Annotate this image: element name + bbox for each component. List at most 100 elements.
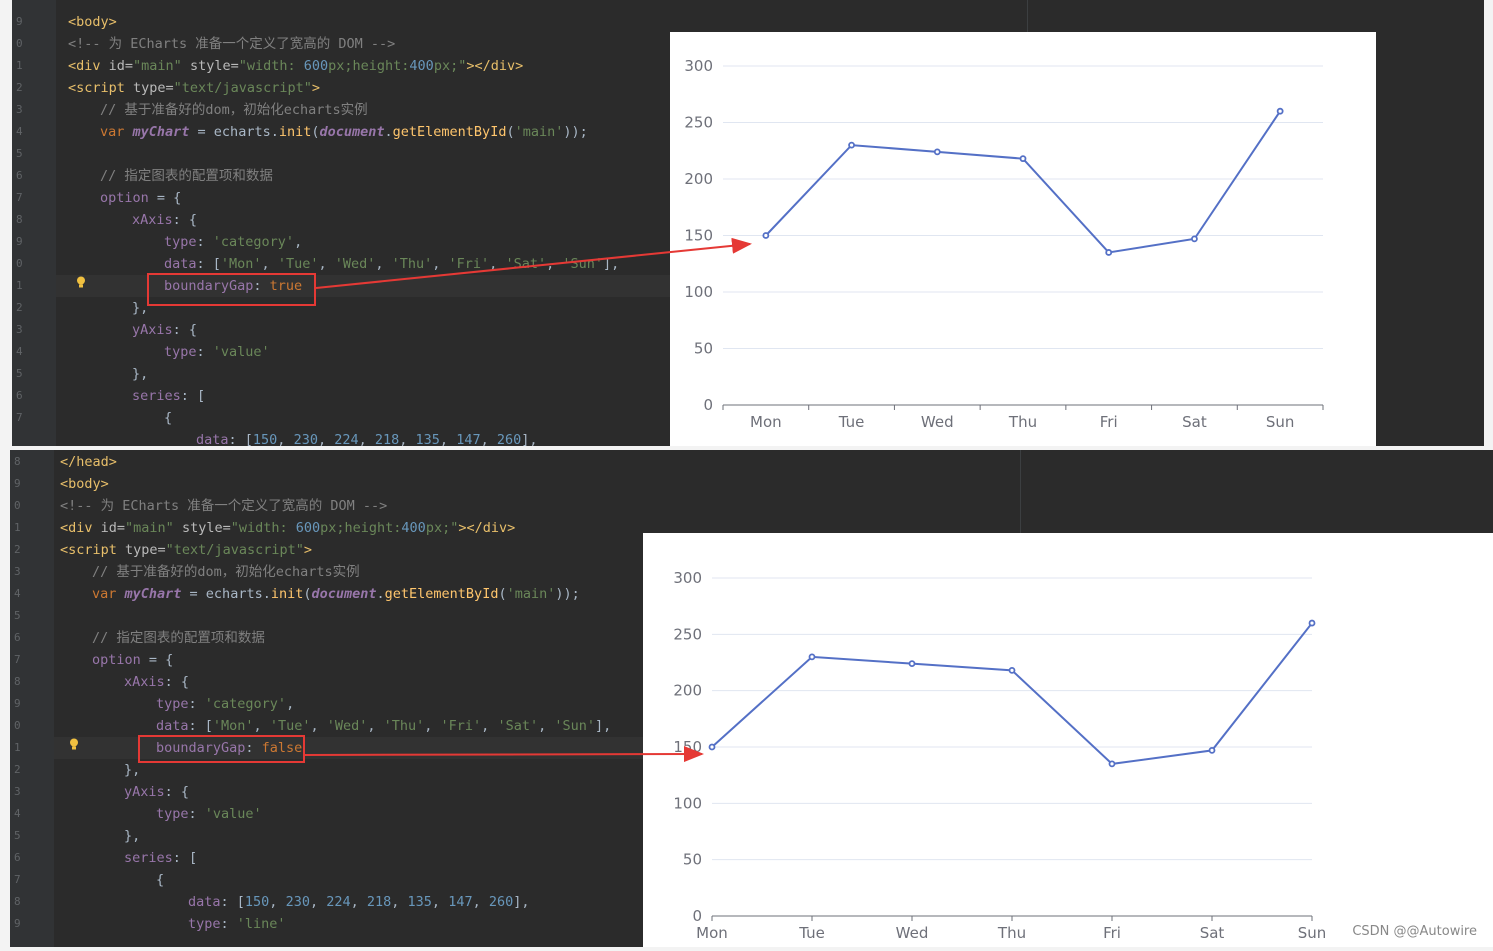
- y-tick-label: 300: [684, 57, 713, 75]
- code-token: yAxis: [124, 784, 165, 800]
- code-token: 224: [326, 894, 351, 910]
- code-token: 400: [401, 520, 426, 536]
- line-number: 8: [14, 455, 21, 468]
- code-line[interactable]: 3 // 基于准备好的dom，初始化echarts实例: [10, 561, 1493, 583]
- code-token: xAxis: [132, 212, 173, 228]
- code-line[interactable]: 6 series: [: [10, 847, 1493, 869]
- lightbulb-icon[interactable]: [76, 276, 86, 288]
- code-token: <div: [60, 520, 101, 536]
- code-token: 'Sat': [505, 256, 547, 272]
- code-token: 150: [252, 432, 278, 446]
- code-token: ],: [521, 432, 538, 446]
- code-line[interactable]: 5: [10, 605, 1493, 627]
- line-number: 8: [14, 675, 21, 688]
- code-token: = {: [140, 652, 174, 668]
- y-tick-label: 150: [684, 227, 713, 245]
- code-area[interactable]: 8 </head> 9 <body> 0 <!-- 为 ECharts 准备一个定义了宽高…: [10, 450, 1493, 947]
- line-number: 9: [16, 235, 23, 248]
- code-line[interactable]: 2},: [10, 759, 1493, 781]
- line-number: 6: [16, 389, 23, 402]
- code-line[interactable]: 1 boundaryGap: true: [12, 275, 1484, 297]
- code-token: type: [156, 696, 189, 712]
- code-token: type: [164, 344, 197, 360]
- x-tick-label: Sat: [1200, 924, 1225, 942]
- code-token: 'Sun': [562, 256, 603, 272]
- x-tick-label: Wed: [921, 413, 954, 431]
- code-line[interactable]: 2},: [12, 297, 1484, 319]
- code-line[interactable]: 3 yAxis: {: [12, 319, 1484, 341]
- code-line[interactable]: 8 xAxis: {: [12, 209, 1484, 231]
- code-line[interactable]: 4 var myChart = echarts.init(document.get…: [10, 583, 1493, 605]
- data-point: [808, 653, 816, 661]
- code-token: 'Thu': [383, 718, 425, 734]
- code-line[interactable]: 0 data: ['Mon', 'Tue', 'Wed', 'Thu', 'Fri…: [10, 715, 1493, 737]
- code-token: },: [124, 762, 141, 778]
- code-line[interactable]: 0 <!-- 为 ECharts 准备一个定义了宽高的 DOM -->: [12, 33, 1484, 55]
- code-token: data: [188, 894, 221, 910]
- code-token: 224: [334, 432, 359, 446]
- code-line[interactable]: 1 boundaryGap: false: [10, 737, 1493, 759]
- code-line[interactable]: 7 option = {: [12, 187, 1484, 209]
- code-token: : {: [172, 212, 198, 228]
- code-line[interactable]: 8 data: [150, 230, 224, 218, 135, 147, 26…: [10, 891, 1493, 913]
- line-number: 6: [14, 851, 21, 864]
- code-token: ,: [431, 894, 449, 910]
- code-line[interactable]: 7{: [12, 407, 1484, 429]
- code-token: boundaryGap: [164, 278, 254, 294]
- code-line[interactable]: 2 <script type="text/javascript">: [12, 77, 1484, 99]
- line-number: 3: [16, 323, 23, 336]
- code-token: 230: [285, 894, 310, 910]
- code-line[interactable]: 3 // 基于准备好的dom，初始化echarts实例: [12, 99, 1484, 121]
- code-line[interactable]: 8 </head>: [10, 451, 1493, 473]
- code-token: data: [156, 718, 189, 734]
- code-token: 150: [244, 894, 270, 910]
- code-line[interactable]: 9 type: 'category',: [10, 693, 1493, 715]
- code-token: : [: [196, 256, 221, 272]
- code-line[interactable]: 4 type: 'value': [12, 341, 1484, 363]
- lightbulb-icon[interactable]: [69, 738, 79, 750]
- code-line[interactable]: 9 <body>: [10, 473, 1493, 495]
- code-line[interactable]: 9 type: 'line': [10, 913, 1493, 935]
- code-token: 'Sat': [497, 718, 539, 734]
- code-token: (: [311, 124, 320, 140]
- series-line: [711, 622, 1313, 765]
- code-line[interactable]: 8 xAxis: {: [10, 671, 1493, 693]
- code-line[interactable]: 1 <div id="main" style="width: 600px;heig…: [12, 55, 1484, 77]
- code-token: yAxis: [132, 322, 173, 338]
- line-number: 0: [16, 257, 23, 270]
- code-token: document: [311, 586, 377, 602]
- code-token: {: [156, 872, 165, 888]
- code-line[interactable]: 1 <div id="main" style="width: 600px;heig…: [10, 517, 1493, 539]
- code-line[interactable]: 4 type: 'value': [10, 803, 1493, 825]
- line-number: 1: [16, 279, 23, 292]
- code-line[interactable]: 9 <body>: [12, 11, 1484, 33]
- code-token: getElementById: [384, 586, 499, 602]
- code-line[interactable]: 6 // 指定图表的配置项和数据: [10, 627, 1493, 649]
- code-line[interactable]: 5},: [12, 363, 1484, 385]
- code-line[interactable]: 2 <script type="text/javascript">: [10, 539, 1493, 561]
- code-token: 135: [407, 894, 432, 910]
- highlight-box-boundarygap-false: [138, 735, 305, 763]
- x-tick-label: Sun: [1266, 413, 1295, 431]
- y-tick-label: 100: [684, 283, 713, 301]
- code-line[interactable]: 5: [12, 143, 1484, 165]
- code-token: false: [261, 740, 303, 756]
- code-line[interactable]: 4 var myChart = echarts.init(document.get…: [12, 121, 1484, 143]
- code-token: 'Thu': [391, 256, 433, 272]
- code-line[interactable]: 3 yAxis: {: [10, 781, 1493, 803]
- code-line[interactable]: 6 // 指定图表的配置项和数据: [12, 165, 1484, 187]
- code-line[interactable]: 9 type: 'category',: [12, 231, 1484, 253]
- code-line[interactable]: 7 option = {: [10, 649, 1493, 671]
- code-line[interactable]: 7{: [10, 869, 1493, 891]
- code-line[interactable]: 6 series: [: [12, 385, 1484, 407]
- code-token: ,: [367, 718, 384, 734]
- code-token: <script: [68, 80, 134, 96]
- code-line[interactable]: 5},: [10, 825, 1493, 847]
- code-token: init: [278, 124, 312, 140]
- code-line[interactable]: 0 <!-- 为 ECharts 准备一个定义了宽高的 DOM -->: [10, 495, 1493, 517]
- code-line[interactable]: data: [150, 230, 224, 218, 135, 147, 260…: [12, 429, 1484, 446]
- line-number: 4: [16, 345, 23, 358]
- code-token: 260: [488, 894, 514, 910]
- data-point: [1191, 235, 1198, 243]
- y-tick-label: 300: [673, 569, 702, 587]
